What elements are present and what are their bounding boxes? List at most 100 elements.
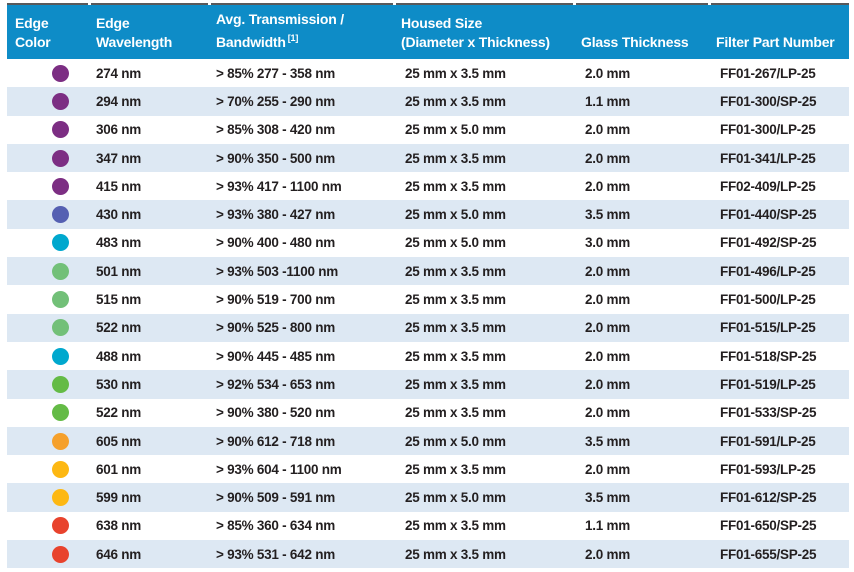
part-number-cell: FF01-515/LP-25	[708, 313, 849, 342]
header-edge-wavelength: Edge Wavelength	[88, 5, 208, 59]
edge-color-dot	[52, 489, 69, 507]
edge-wavelength-cell: 638 nm	[96, 518, 142, 534]
housed-size-cell: 25 mm x 3.5 mm	[405, 178, 506, 194]
edge-color-cell	[7, 370, 88, 399]
edge-color-cell	[7, 59, 88, 87]
part-number-cell: FF01-500/LP-25	[720, 292, 816, 308]
housed-size-cell: 25 mm x 5.0 mm	[393, 426, 573, 456]
glass-thickness-cell: 1.1 mm	[585, 518, 631, 534]
edge-color-cell	[7, 399, 88, 427]
table-row: 294 nm > 70% 255 - 290 nm 25 mm x 3.5 mm…	[7, 87, 849, 116]
housed-size-cell: 25 mm x 3.5 mm	[405, 65, 506, 81]
edge-color-dot	[52, 234, 69, 252]
glass-thickness-cell: 2.0 mm	[585, 178, 631, 194]
transmission-cell: > 90% 525 - 800 nm	[208, 313, 393, 342]
transmission-cell: > 93% 604 - 1100 nm	[216, 461, 342, 477]
transmission-cell: > 93% 417 - 1100 nm	[216, 178, 342, 194]
transmission-cell: > 70% 255 - 290 nm	[208, 87, 393, 116]
edge-color-dot	[52, 347, 69, 365]
edge-wavelength-cell: 522 nm	[96, 405, 142, 421]
edge-color-dot	[52, 121, 69, 139]
edge-wavelength-cell: 501 nm	[88, 257, 208, 286]
edge-color-cell	[7, 257, 88, 286]
header-line: (Diameter x Thickness)	[401, 34, 550, 50]
housed-size-cell: 25 mm x 5.0 mm	[405, 235, 506, 251]
edge-color-cell	[7, 540, 88, 569]
header-glass-thickness: Glass Thickness	[573, 5, 708, 59]
table-row: 501 nm > 93% 503 -1100 nm 25 mm x 3.5 mm…	[7, 257, 849, 286]
part-number-cell: FF01-533/SP-25	[720, 405, 817, 421]
transmission-cell: > 93% 503 -1100 nm	[208, 257, 393, 286]
table-row: 646 nm > 93% 531 - 642 nm 25 mm x 3.5 mm…	[7, 540, 849, 569]
edge-color-cell	[7, 483, 88, 512]
part-number-cell: FF01-300/SP-25	[708, 87, 849, 116]
housed-size-cell: 25 mm x 3.5 mm	[393, 257, 573, 286]
edge-color-cell	[7, 512, 88, 540]
housed-size-cell: 25 mm x 3.5 mm	[405, 405, 506, 421]
header-line: Wavelength	[96, 34, 173, 50]
glass-thickness-cell: 2.0 mm	[573, 370, 708, 399]
edge-wavelength-cell: 601 nm	[96, 461, 142, 477]
part-number-cell: FF01-519/LP-25	[708, 370, 849, 399]
edge-wavelength-cell: 430 nm	[88, 200, 208, 229]
housed-size-cell: 25 mm x 3.5 mm	[393, 313, 573, 342]
housed-size-cell: 25 mm x 3.5 mm	[405, 518, 506, 534]
filter-spec-table-wrap: Edge Color Edge Wavelength Avg. Transmis…	[7, 3, 849, 569]
glass-thickness-cell: 2.0 mm	[585, 122, 631, 138]
housed-size-cell: 25 mm x 3.5 mm	[405, 348, 506, 364]
glass-thickness-cell: 2.0 mm	[585, 461, 631, 477]
table-row: 274 nm > 85% 277 - 358 nm 25 mm x 3.5 mm…	[7, 59, 849, 87]
edge-color-dot	[52, 545, 69, 563]
transmission-cell: > 90% 519 - 700 nm	[216, 292, 335, 308]
edge-wavelength-cell: 294 nm	[88, 87, 208, 116]
header-part-number: Filter Part Number	[708, 5, 849, 59]
header-edge-color: Edge Color	[7, 5, 88, 59]
part-number-cell: FF01-440/SP-25	[708, 200, 849, 229]
part-number-cell: FF01-518/SP-25	[720, 348, 817, 364]
header-line: Glass Thickness	[581, 34, 689, 50]
glass-thickness-cell: 2.0 mm	[573, 257, 708, 286]
glass-thickness-cell: 2.0 mm	[585, 348, 631, 364]
table-row: 605 nm > 90% 612 - 718 nm 25 mm x 5.0 mm…	[7, 426, 849, 456]
edge-wavelength-cell: 483 nm	[96, 235, 142, 251]
housed-size-cell: 25 mm x 3.5 mm	[405, 461, 506, 477]
table-header: Edge Color Edge Wavelength Avg. Transmis…	[7, 5, 849, 59]
header-line: Edge	[96, 15, 130, 31]
edge-color-dot	[52, 460, 69, 478]
housed-size-cell: 25 mm x 3.5 mm	[393, 143, 573, 173]
edge-color-cell	[7, 87, 88, 116]
header-housed-size: Housed Size (Diameter x Thickness)	[393, 5, 573, 59]
glass-thickness-cell: 2.0 mm	[573, 540, 708, 569]
part-number-cell: FF01-492/SP-25	[720, 235, 817, 251]
glass-thickness-cell: 1.1 mm	[573, 87, 708, 116]
header-line: Bandwidth [1]	[216, 29, 391, 52]
part-number-cell: FF02-409/LP-25	[720, 178, 816, 194]
glass-thickness-cell: 2.0 mm	[585, 292, 631, 308]
filter-table-body: 274 nm > 85% 277 - 358 nm 25 mm x 3.5 mm…	[7, 59, 849, 569]
table-row: 306 nm > 85% 308 - 420 nm 25 mm x 5.0 mm…	[7, 116, 849, 144]
edge-wavelength-cell: 347 nm	[88, 143, 208, 173]
edge-wavelength-cell: 646 nm	[88, 540, 208, 569]
table-row: 488 nm > 90% 445 - 485 nm 25 mm x 3.5 mm…	[7, 342, 849, 370]
housed-size-cell: 25 mm x 5.0 mm	[393, 483, 573, 512]
footnote-marker: [1]	[287, 33, 299, 43]
edge-color-dot	[52, 149, 69, 167]
filter-spec-table: Edge Color Edge Wavelength Avg. Transmis…	[7, 5, 849, 569]
transmission-cell: > 85% 360 - 634 nm	[216, 518, 335, 534]
housed-size-cell: 25 mm x 3.5 mm	[393, 87, 573, 116]
edge-color-dot	[52, 432, 69, 450]
edge-color-cell	[7, 116, 88, 144]
edge-color-cell	[7, 455, 88, 483]
edge-wavelength-cell: 274 nm	[96, 65, 142, 81]
edge-wavelength-cell: 605 nm	[88, 426, 208, 456]
glass-thickness-cell: 3.5 mm	[573, 200, 708, 229]
table-row: 522 nm > 90% 380 - 520 nm 25 mm x 3.5 mm…	[7, 399, 849, 427]
table-row: 483 nm > 90% 400 - 480 nm 25 mm x 5.0 mm…	[7, 229, 849, 257]
housed-size-cell: 25 mm x 5.0 mm	[393, 200, 573, 229]
edge-color-cell	[7, 229, 88, 257]
part-number-cell: FF01-650/SP-25	[720, 518, 817, 534]
glass-thickness-cell: 3.5 mm	[573, 483, 708, 512]
part-number-cell: FF01-300/LP-25	[720, 122, 816, 138]
header-line: Color	[15, 34, 51, 50]
edge-color-dot	[52, 375, 69, 393]
